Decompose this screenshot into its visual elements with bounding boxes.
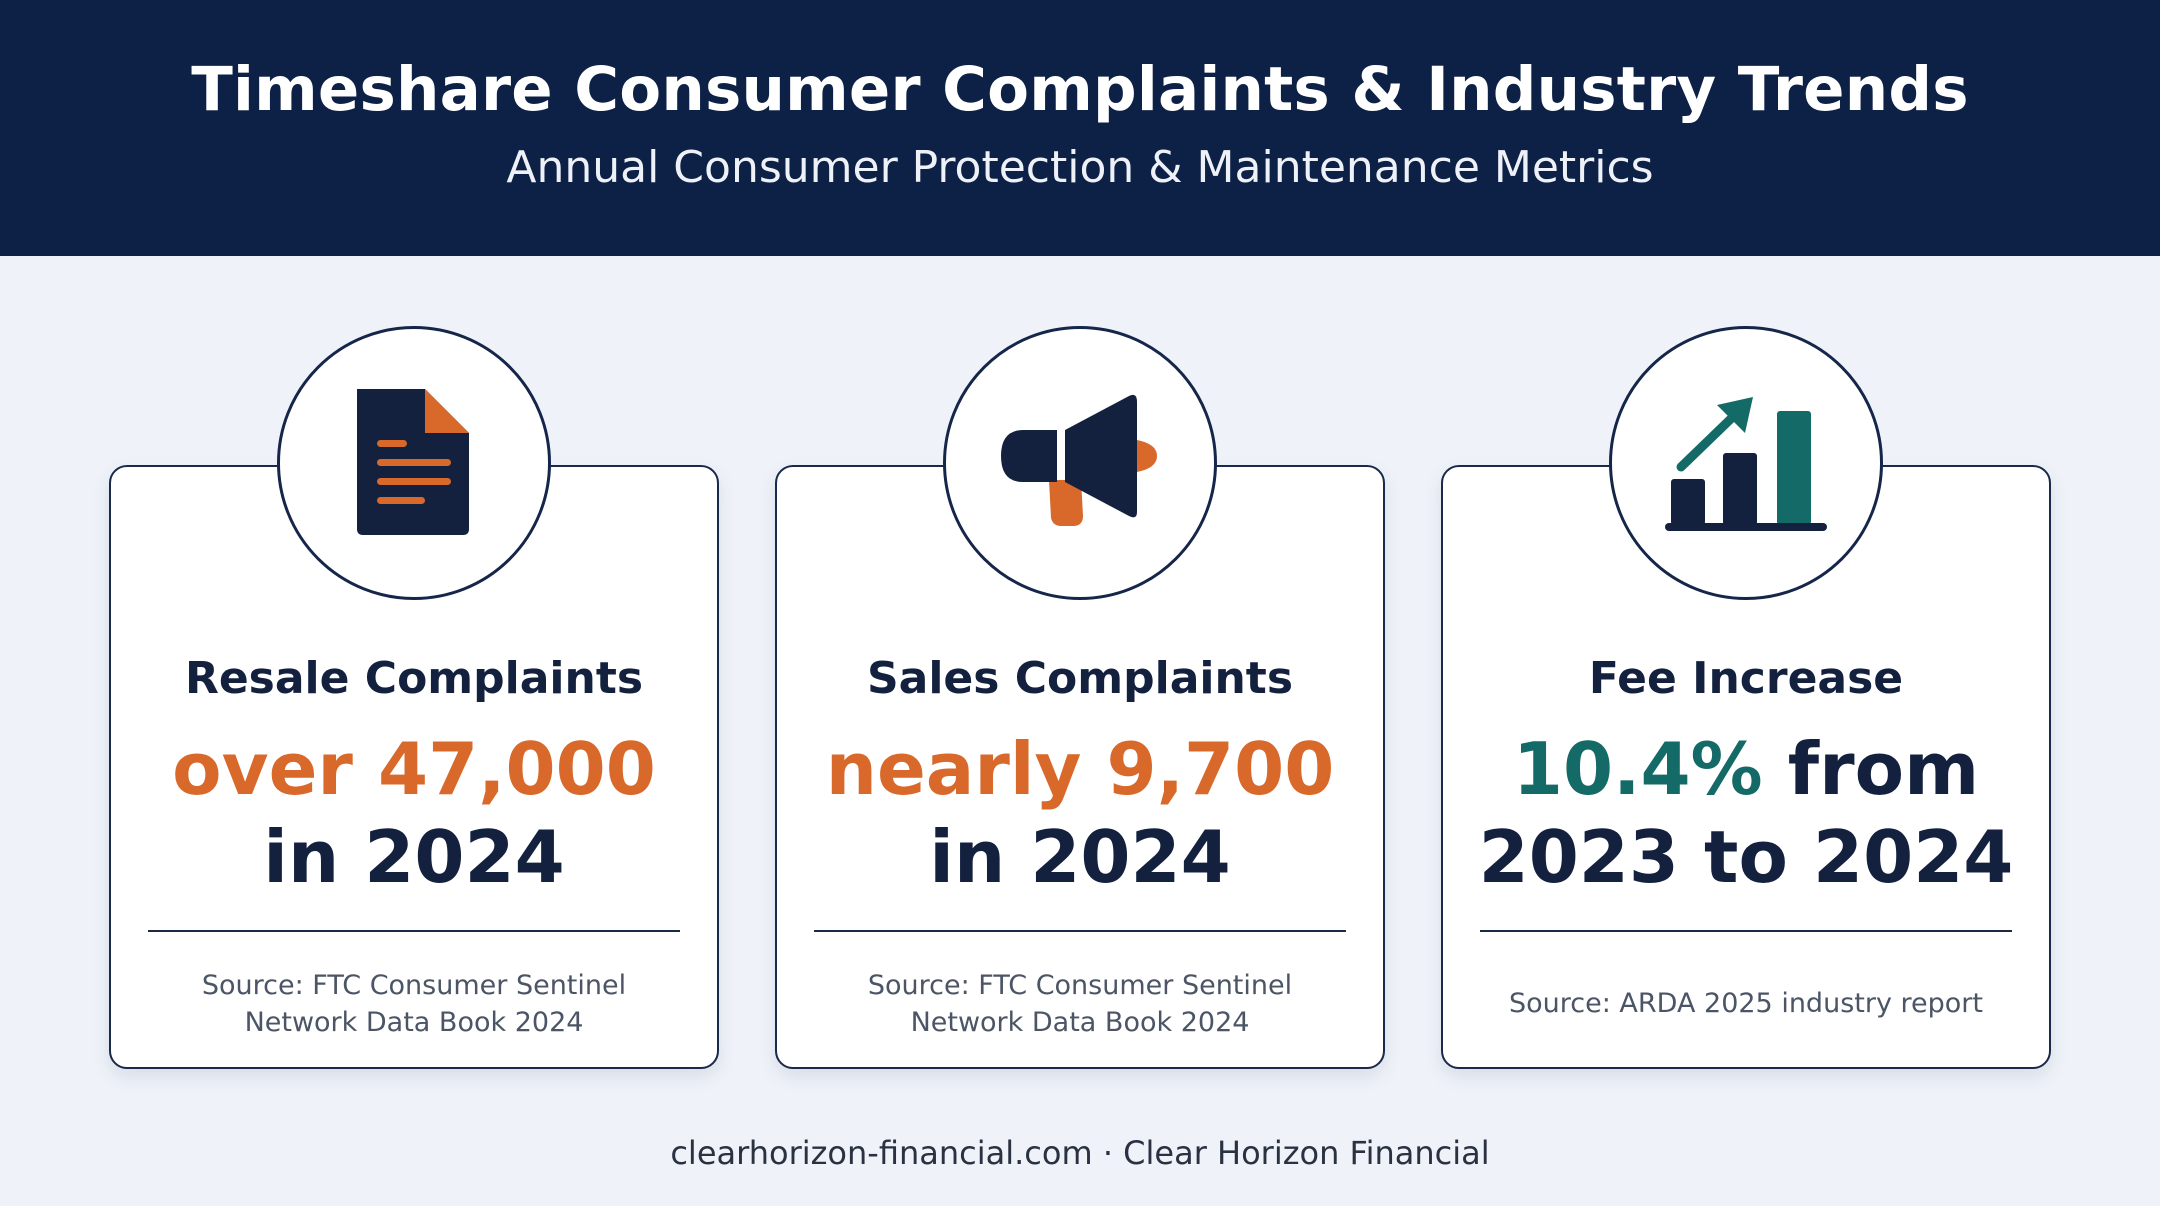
card-source: Source: FTC Consumer Sentinel Network Da…	[777, 967, 1383, 1041]
page-title: Timeshare Consumer Complaints & Industry…	[191, 54, 1969, 125]
card-value-year-range: 2023 to 2024	[1478, 815, 2014, 899]
card-divider	[814, 930, 1346, 932]
card-source-line: Source: ARDA 2025 industry report	[1509, 988, 1983, 1019]
card-value-year: in 2024	[263, 815, 565, 899]
bar-chart-trend-icon	[1665, 397, 1827, 531]
card-value: nearly 9,700 in 2024	[777, 725, 1383, 901]
card-value-highlight: nearly 9,700	[825, 727, 1335, 811]
card-source-line: Source: FTC Consumer Sentinel	[201, 970, 627, 1001]
card-source-line: Network Data Book 2024	[244, 1007, 584, 1038]
card-value: 10.4% from 2023 to 2024	[1443, 725, 2049, 901]
card-value-from: from	[1762, 727, 1980, 811]
card-divider	[1480, 930, 2012, 932]
icon-badge-fee	[1609, 326, 1883, 600]
card-source-line: Network Data Book 2024	[910, 1007, 1250, 1038]
header-banner: Timeshare Consumer Complaints & Industry…	[0, 0, 2160, 256]
megaphone-icon	[1001, 394, 1157, 526]
card-source: Source: ARDA 2025 industry report	[1443, 985, 2049, 1022]
card-divider	[148, 930, 680, 932]
page-subtitle: Annual Consumer Protection & Maintenance…	[506, 142, 1654, 193]
icon-badge-sales	[943, 326, 1217, 600]
card-value-year: in 2024	[929, 815, 1231, 899]
document-icon	[357, 389, 469, 535]
footer-credit: clearhorizon-financial.com · Clear Horiz…	[670, 1134, 1490, 1172]
card-title: Resale Complaints	[184, 653, 644, 704]
card-source: Source: FTC Consumer Sentinel Network Da…	[111, 967, 717, 1041]
stat-card-fee: Fee Increase 10.4% from 2023 to 2024 Sou…	[1441, 465, 2051, 1069]
card-value-highlight: over 47,000	[172, 727, 656, 811]
card-value-line: 10.4% from	[1443, 725, 2049, 813]
card-value: over 47,000 in 2024	[111, 725, 717, 901]
card-title: Sales Complaints	[866, 653, 1294, 704]
icon-badge-resale	[277, 326, 551, 600]
card-value-highlight: 10.4%	[1512, 727, 1763, 811]
card-source-line: Source: FTC Consumer Sentinel	[867, 970, 1293, 1001]
card-title: Fee Increase	[1588, 653, 1904, 704]
